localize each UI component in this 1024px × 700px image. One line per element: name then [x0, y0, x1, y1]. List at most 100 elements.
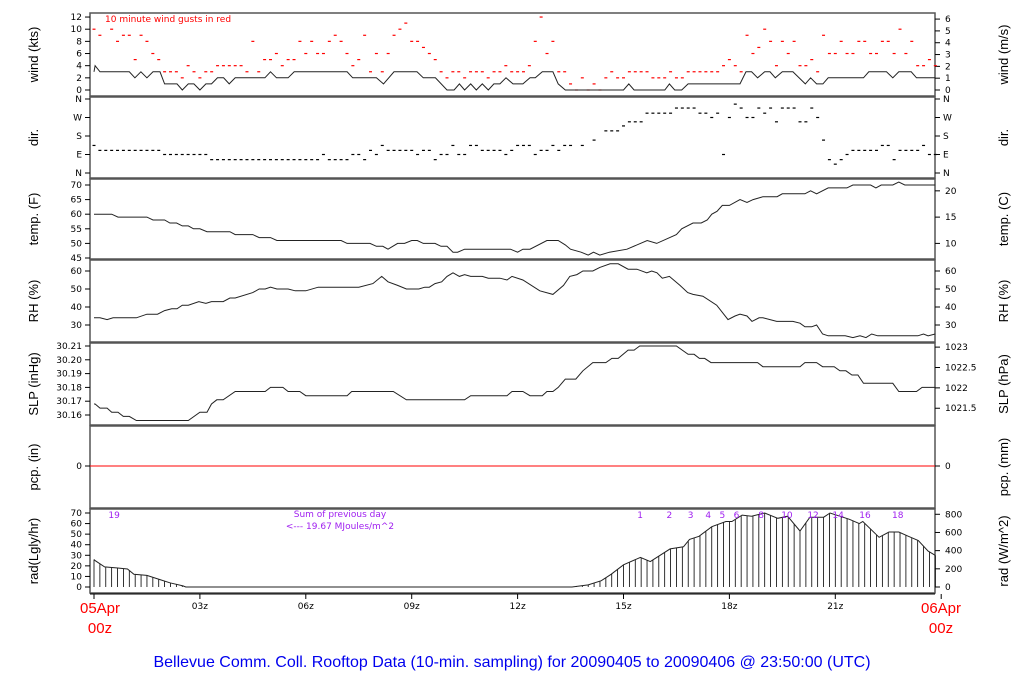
rh-panel-frame — [89, 259, 936, 343]
temp-panel-frame — [89, 178, 936, 260]
radiation-line — [93, 512, 936, 588]
rad-ticklabel-left: 10 — [71, 572, 83, 582]
dir-ticklabel-right: N — [943, 95, 950, 105]
wind-ticklabel-right: 6 — [945, 15, 951, 25]
rh-ticklabel-right: 30 — [945, 321, 957, 331]
dir-ticklabel-left: N — [75, 95, 82, 105]
wind-ticklabel-left: 10 — [71, 25, 83, 35]
rad-ticklabel-left: 30 — [71, 551, 83, 561]
rh-ylabel-left: RH (%) — [26, 280, 41, 323]
humidity-line — [94, 263, 936, 339]
rad-ticklabel-right: 600 — [945, 528, 962, 538]
rh-ticklabel-left: 40 — [71, 303, 83, 313]
pcp-ylabel-left: pcp. (in) — [26, 444, 41, 491]
rh-ticklabel-left: 50 — [71, 285, 83, 295]
temp-ticklabel-left: 45 — [71, 254, 82, 264]
rh-ticklabel-right: 40 — [945, 303, 957, 313]
rad-ticklabel-left: 60 — [71, 520, 83, 530]
slp-ticklabel-right: 1023 — [945, 343, 968, 353]
pcp-ticklabel-right: 0 — [945, 462, 951, 472]
wind-ticklabel-right: 4 — [945, 39, 951, 49]
rad-cumulative-label: 19 — [108, 511, 120, 521]
wind-ylabel-left: wind (kts) — [26, 27, 41, 84]
rh-ylabel-right: RH (%) — [996, 280, 1011, 323]
temp-ylabel-left: temp. (F) — [26, 193, 41, 246]
temp-ticklabel-right: 10 — [945, 239, 957, 249]
temperature-line — [94, 181, 936, 256]
end-hour-label: 00z — [929, 620, 953, 637]
rh-ticklabel-left: 60 — [71, 267, 83, 277]
wind-speed-line — [93, 64, 936, 91]
wind-ticklabel-left: 8 — [76, 37, 82, 47]
dir-ticklabel-right: N — [943, 169, 950, 179]
time-tick-label: 15z — [615, 602, 631, 612]
wind-ticklabel-right: 2 — [945, 62, 951, 72]
rad-cumulative-label: 10 — [781, 511, 793, 521]
rad-cumulative-label: 1 — [637, 511, 643, 521]
time-tick-label: 12z — [510, 602, 526, 612]
rad-sum-line1: Sum of previous day — [294, 510, 387, 520]
dir-ylabel-left: dir. — [26, 129, 41, 146]
rad-ticklabel-right: 400 — [945, 547, 962, 557]
rad-ticklabel-right: 200 — [945, 565, 962, 575]
rad-ticklabel-left: 40 — [71, 541, 83, 551]
rad-cumulative-label: 4 — [705, 511, 711, 521]
rad-ticklabel-left: 70 — [71, 509, 83, 519]
pcp-ylabel-right: pcp. (mm) — [996, 438, 1011, 497]
temp-ylabel-right: temp. (C) — [996, 192, 1011, 246]
wind-ticklabel-left: 4 — [76, 62, 82, 72]
rad-panel-frame — [89, 508, 936, 594]
wind-ticklabel-right: 3 — [945, 51, 951, 61]
slp-ticklabel-left: 30.17 — [56, 397, 82, 407]
dir-ticklabel-left: W — [73, 114, 82, 124]
rad-ylabel-left: rad(Lgly/hr) — [26, 518, 41, 584]
rad-cumulative-label: 18 — [892, 511, 904, 521]
time-tick-label: 18z — [721, 602, 737, 612]
slp-ticklabel-right: 1022 — [945, 384, 968, 394]
slp-ticklabel-left: 30.21 — [56, 342, 82, 352]
wind-ticklabel-left: 6 — [76, 50, 82, 60]
slp-ticklabel-left: 30.18 — [56, 383, 82, 393]
start-hour-label: 00z — [88, 620, 112, 637]
wind-ticklabel-left: 0 — [76, 86, 82, 96]
slp-ticklabel-right: 1022.5 — [945, 363, 977, 373]
rad-cumulative-label: 14 — [832, 511, 844, 521]
temp-ticklabel-left: 60 — [71, 210, 83, 220]
rad-ticklabel-left: 0 — [76, 583, 82, 593]
time-tick-label: 09z — [404, 602, 420, 612]
temp-ticklabel-left: 50 — [71, 239, 83, 249]
temp-ticklabel-left: 70 — [71, 181, 83, 191]
wind-ticklabel-left: 12 — [71, 13, 82, 23]
rh-ticklabel-right: 60 — [945, 267, 957, 277]
time-tick-label: 21z — [827, 602, 843, 612]
rad-sum-line2: <--- 19.67 MJoules/m^2 — [286, 522, 394, 532]
dir-panel-frame — [89, 96, 936, 179]
rad-cumulative-label: 8 — [758, 511, 764, 521]
rad-cumulative-label: 16 — [859, 511, 871, 521]
rad-ticklabel-left: 50 — [71, 530, 83, 540]
wind-ylabel-right: wind (m/s) — [996, 25, 1011, 86]
rad-ticklabel-right: 800 — [945, 510, 962, 520]
rh-ticklabel-right: 50 — [945, 285, 957, 295]
slp-ylabel-left: SLP (inHg) — [26, 352, 41, 415]
pcp-ticklabel-left: 0 — [76, 462, 82, 472]
time-tick-label: 06z — [298, 602, 314, 612]
wind-ticklabel-right: 0 — [945, 86, 951, 96]
slp-ticklabel-left: 30.19 — [56, 370, 82, 380]
rad-cumulative-label: 6 — [734, 511, 740, 521]
wind-ticklabel-right: 1 — [945, 74, 951, 84]
rad-cumulative-label: 12 — [807, 511, 818, 521]
time-tick-label: 03z — [192, 602, 208, 612]
temp-ticklabel-right: 20 — [945, 187, 957, 197]
temp-ticklabel-left: 65 — [71, 196, 82, 206]
wind-ticklabel-right: 5 — [945, 27, 951, 37]
footer-title: Bellevue Comm. Coll. Rooftop Data (10-mi… — [153, 654, 870, 671]
rad-ticklabel-right: 0 — [945, 583, 951, 593]
slp-ylabel-right: SLP (hPa) — [996, 354, 1011, 414]
start-date-label: 05Apr — [80, 600, 120, 617]
pressure-line — [94, 345, 936, 421]
dir-ticklabel-left: E — [76, 151, 82, 161]
dir-ticklabel-right: S — [943, 132, 949, 142]
dir-ticklabel-right: W — [943, 114, 952, 124]
